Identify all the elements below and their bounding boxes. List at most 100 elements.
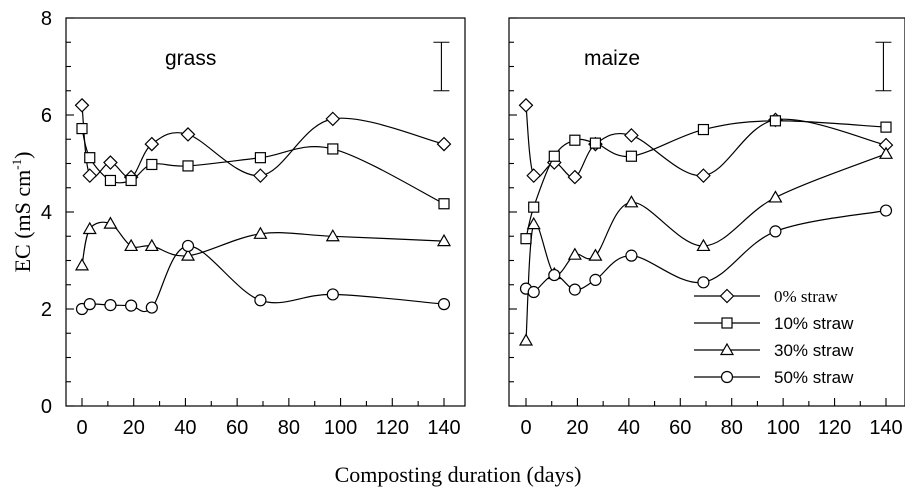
y-tick-label: 2 — [41, 299, 52, 321]
data-point-diamond — [253, 168, 268, 183]
x-tick-label: 80 — [721, 417, 743, 439]
data-point-diamond — [74, 97, 90, 113]
data-point-triangle — [696, 238, 711, 252]
y-axis-label-main: EC (mS cm — [10, 170, 35, 273]
panel-title: grass — [165, 47, 216, 70]
x-tick-label: 20 — [566, 417, 588, 439]
data-point-square — [569, 134, 581, 146]
maize-panel: 0 20 40 60 80 100 120 140 maize — [508, 17, 905, 439]
data-point-circle — [879, 204, 893, 217]
series-square — [520, 115, 892, 245]
data-point-square — [769, 115, 782, 127]
data-point-diamond — [82, 168, 98, 183]
x-tick-label: 100 — [324, 417, 357, 439]
legend-marker-diamond — [719, 288, 735, 304]
x-tick-label: 40 — [618, 417, 640, 439]
data-point-triangle — [588, 248, 603, 261]
data-point-diamond — [526, 168, 542, 183]
data-point-square — [146, 158, 158, 171]
data-point-triangle — [180, 248, 196, 261]
data-point-square — [327, 143, 339, 155]
y-tick-label: 4 — [41, 202, 52, 224]
legend-label: 50% straw — [774, 368, 854, 387]
x-tick-label: 0 — [76, 417, 87, 439]
data-point-square — [520, 233, 532, 245]
data-point-square — [182, 160, 194, 172]
data-point-diamond — [567, 169, 583, 185]
data-point-square — [548, 150, 560, 162]
data-point-diamond — [325, 111, 341, 127]
data-point-circle — [104, 299, 117, 312]
x-tick-label: 60 — [226, 417, 248, 439]
y-axis-label: EC (mS cm-1) — [9, 152, 35, 273]
legend-marker-square — [721, 317, 733, 329]
data-point-triangle — [144, 238, 159, 252]
data-point-square — [76, 122, 88, 135]
data-point-circle — [181, 239, 195, 253]
legend-marker-triangle — [719, 342, 735, 356]
panel-title: maize — [584, 47, 640, 70]
data-point-square — [125, 174, 137, 187]
x-tick-label: 140 — [427, 417, 460, 439]
series-line — [81, 245, 445, 313]
data-point-circle — [326, 288, 339, 301]
data-point-circle — [527, 285, 540, 299]
data-point-triangle — [253, 226, 268, 239]
series-circle — [519, 204, 893, 299]
data-point-circle — [625, 249, 638, 262]
data-point-diamond — [144, 136, 160, 152]
series-line — [81, 128, 445, 205]
x-axis-label: Composting duration (days) — [335, 462, 582, 487]
data-point-circle — [83, 298, 96, 311]
data-point-triangle — [518, 333, 534, 346]
data-point-circle — [254, 294, 267, 307]
series-triangle — [518, 146, 894, 346]
data-point-triangle — [526, 216, 541, 230]
data-point-triangle — [768, 190, 783, 203]
legend-marker-circle — [720, 370, 734, 384]
x-tick-label: 120 — [818, 417, 851, 439]
data-point-circle — [697, 276, 710, 289]
data-point-circle — [145, 301, 158, 314]
y-tick-label: 8 — [41, 8, 52, 30]
series-line — [81, 221, 445, 266]
data-point-circle — [125, 299, 138, 312]
data-point-triangle — [436, 233, 452, 247]
data-point-square — [104, 174, 117, 187]
x-tick-label: 40 — [174, 417, 196, 439]
data-point-triangle — [103, 216, 118, 229]
data-point-triangle — [74, 258, 90, 271]
data-point-square — [880, 121, 892, 133]
x-tick-label: 80 — [278, 417, 300, 439]
x-tick-label: 20 — [123, 417, 145, 439]
legend: 0% straw 10% straw 30% straw 50% straw — [694, 287, 854, 387]
legend-label: 30% straw — [774, 341, 854, 360]
data-point-diamond — [624, 128, 639, 143]
x-tick-label: 140 — [869, 417, 902, 439]
y-tick-label: 0 — [41, 396, 52, 418]
legend-label: 0% straw — [774, 287, 838, 306]
data-point-square — [625, 150, 638, 162]
series-square — [76, 122, 450, 210]
x-tick-label: 100 — [766, 417, 799, 439]
data-point-diamond — [696, 168, 711, 183]
series-circle — [75, 239, 451, 316]
data-point-circle — [548, 268, 561, 282]
data-point-triangle — [878, 146, 894, 159]
x-tick-label: 120 — [376, 417, 409, 439]
plot-frame — [65, 17, 466, 407]
data-point-square — [254, 152, 267, 164]
data-point-diamond — [518, 97, 534, 113]
data-point-circle — [437, 298, 451, 311]
x-tick-label: 60 — [669, 417, 691, 439]
data-point-square — [528, 201, 540, 213]
data-point-triangle — [325, 229, 340, 242]
legend-label: 10% straw — [774, 314, 854, 333]
y-axis-label-sup: -1 — [9, 159, 24, 170]
series-line — [81, 105, 445, 179]
data-point-circle — [568, 283, 581, 296]
series-diamond — [74, 97, 452, 185]
data-point-circle — [769, 225, 782, 238]
